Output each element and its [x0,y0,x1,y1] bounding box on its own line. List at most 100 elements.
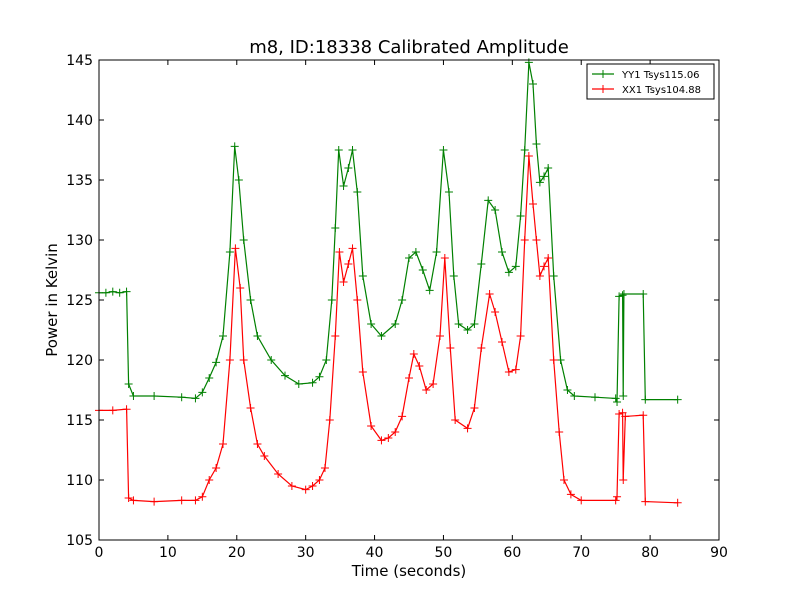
data-point [673,395,682,404]
data-point [212,358,221,367]
legend: YY1 Tsys115.06 XX1 Tsys104.88 [586,63,715,100]
x-tick-label: 0 [95,545,104,561]
y-tick-label: 125 [66,293,93,309]
data-point [301,485,310,494]
axis-ticks: 0 10 20 30 40 50 60 70 80 90 105 110 115 120 125 130 135… [66,53,728,561]
data-point [230,142,239,151]
data-point [353,188,362,196]
data-point [409,350,418,358]
series-1 [95,152,682,507]
data-point [570,392,579,400]
data-point [253,440,262,448]
data-point [491,206,500,214]
data-point [436,332,444,340]
x-tick-label: 40 [366,545,384,561]
data-point [308,378,317,387]
data-point [613,398,622,406]
data-point [322,356,331,364]
data-point [621,412,630,421]
data-point [325,416,334,424]
data-point [205,476,214,484]
data-point [253,332,262,340]
data-point [540,172,549,181]
y-tick-label: 135 [66,173,93,189]
data-point [524,152,533,160]
data-point [549,272,558,280]
data-point [335,248,344,256]
y-tick-label: 140 [66,113,93,129]
y-tick-label: 145 [66,53,93,69]
data-point [236,284,245,292]
data-point [108,287,117,296]
data-point [115,288,124,297]
data-point [544,164,553,172]
data-point [463,326,472,334]
data-point [391,320,400,328]
data-point [415,362,424,370]
data-point [470,404,479,412]
data-point [212,464,221,472]
data-point [281,371,289,380]
data-point [511,365,520,374]
data-point [615,292,624,301]
data-point [673,498,682,507]
data-point [294,380,303,388]
data-point [535,272,544,280]
data-point [411,248,420,256]
data-point [613,492,622,501]
data-point [444,188,453,196]
data-point [618,291,627,300]
data-point [439,146,448,154]
y-tick-label: 105 [66,533,93,549]
data-point [225,356,234,364]
data-point [260,452,269,460]
data-point [358,368,367,376]
data-point [339,278,348,286]
data-point [470,320,479,328]
data-point [101,288,110,297]
data-point [591,393,599,402]
legend-marker-xx1 [599,85,607,93]
data-point [555,428,564,436]
data-point [353,296,362,304]
data-point [532,140,541,148]
data-point [205,374,214,382]
data-point [129,392,138,400]
data-point [619,290,628,298]
data-point [308,482,317,490]
data-point [432,248,441,256]
data-point [219,332,227,340]
data-point [398,296,407,304]
data-point [535,178,544,187]
data-point [540,262,549,271]
data-point [577,496,586,505]
legend-label-xx1: XX1 Tsys104.88 [622,85,701,96]
data-point [344,260,353,268]
data-point [611,496,620,505]
data-point [339,182,348,190]
data-point [516,332,525,340]
y-tick-label: 115 [66,413,93,429]
data-point [334,146,343,154]
data-point [191,394,200,403]
data-point [639,411,648,420]
data-point [520,146,529,154]
data-point [377,332,386,340]
data-point [367,422,376,430]
data-point [549,356,558,364]
x-tick-label: 10 [159,545,177,561]
data-point [239,356,248,364]
data-point [422,386,431,394]
series-0 [95,58,682,406]
data-point [563,386,572,394]
data-point [198,492,207,501]
data-point [384,434,393,442]
data-point [129,496,138,505]
data-point [124,380,133,388]
data-point [639,290,648,298]
data-point [177,496,186,505]
data-point [405,254,413,262]
data-point [239,236,248,244]
x-axis-title: Time (seconds) [351,562,467,580]
data-point [358,272,367,280]
